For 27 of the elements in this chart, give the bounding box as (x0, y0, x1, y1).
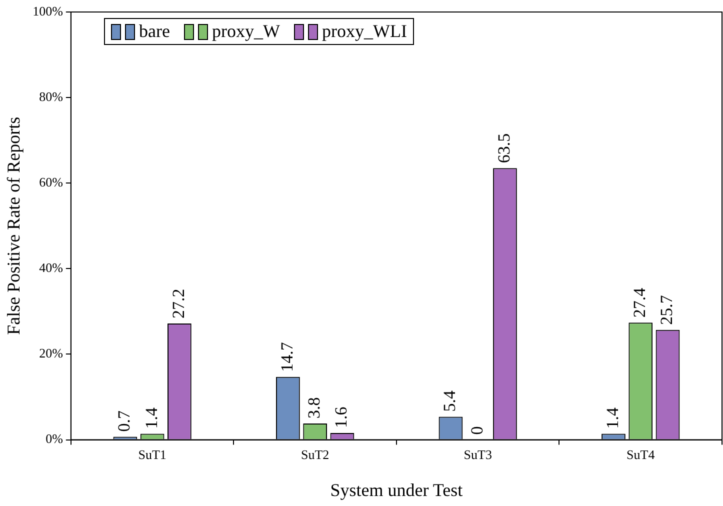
x-axis-title: System under Test (330, 480, 463, 500)
x-tick-label: SuT1 (138, 447, 166, 462)
y-tick-label: 60% (39, 174, 64, 190)
x-tick-label: SuT2 (300, 447, 330, 462)
y-tick-label: 40% (39, 260, 64, 276)
x-tick-label: SuT4 (626, 447, 656, 462)
data-label: 27.4 (630, 287, 650, 318)
data-label: 1.4 (602, 407, 622, 429)
data-label: 14.7 (277, 342, 296, 372)
y-tick-label: 100% (32, 3, 64, 18)
data-label: 1.4 (142, 407, 161, 429)
x-tick-label: SuT3 (464, 447, 492, 462)
data-label: 5.4 (440, 390, 460, 412)
legend-label: bare (139, 21, 170, 42)
data-label: 25.7 (657, 294, 676, 325)
y-tick-label: 0% (46, 431, 64, 446)
legend-label: proxy_WLI (322, 21, 407, 42)
data-label: 1.6 (332, 406, 351, 428)
y-tick-label: 20% (39, 346, 64, 361)
data-label: 0 (467, 426, 486, 435)
data-label: 0.7 (114, 410, 134, 432)
y-axis-title: False Positive Rate of Reports (4, 116, 24, 335)
data-label: 27.2 (168, 288, 188, 318)
legend-label: proxy_W (212, 21, 280, 42)
data-label: 63.5 (494, 133, 514, 164)
data-label: 3.8 (304, 397, 324, 419)
y-tick-label: 80% (39, 88, 64, 104)
